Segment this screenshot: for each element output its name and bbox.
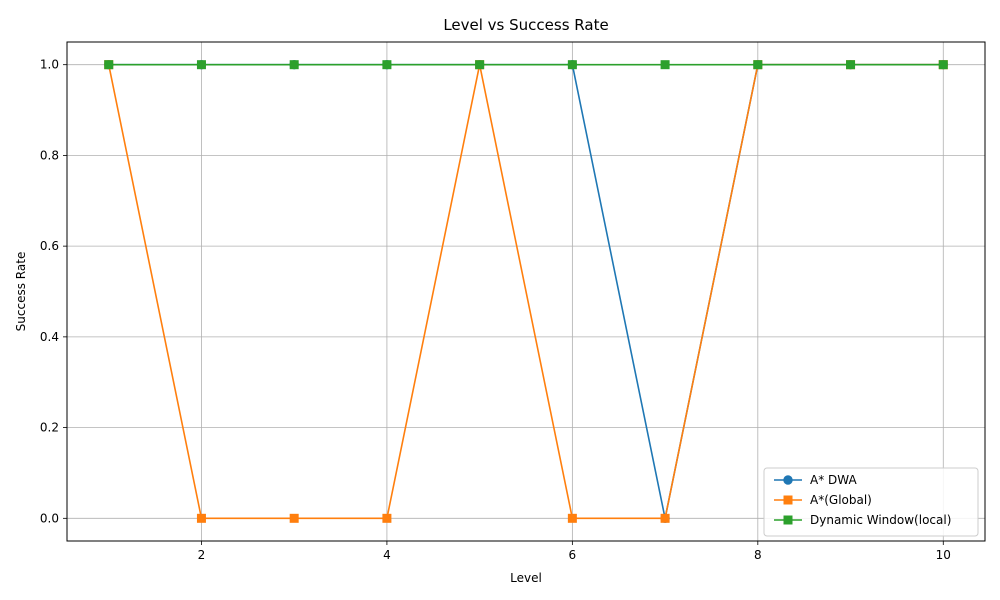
y-axis-ticks: 0.0 0.2 0.4 0.6 0.8 1.0 [40,58,67,525]
x-axis-title: Level [510,571,542,585]
plot-area-frame [66,41,986,542]
legend-label: A*(Global) [810,493,872,507]
y-tick-label: 0.8 [40,148,59,162]
data-point [289,513,299,523]
legend-marker [783,515,793,525]
data-point [660,60,670,70]
data-point [196,60,206,70]
legend-box [763,467,979,537]
legend-marker [783,495,793,505]
y-tick-label: 0.0 [40,511,59,525]
data-point [475,60,485,70]
x-tick-label: 4 [383,548,391,562]
data-point [846,60,856,70]
legend-label: A* DWA [810,473,857,487]
legend-marker [783,475,793,485]
legend-entry: A*(Global) [774,493,872,507]
series-layer [104,59,948,524]
y-tick-label: 0.6 [40,239,59,253]
x-tick-label: 6 [569,548,577,562]
data-point [567,513,577,523]
data-point [104,60,114,70]
data-point [938,60,948,70]
legend: A* DWA A*(Global) Dynamic Window(local) [763,467,979,537]
data-point [753,60,763,70]
data-point [382,60,392,70]
data-point [289,60,299,70]
y-tick-label: 0.2 [40,421,59,435]
y-tick-label: 0.4 [40,330,59,344]
series-3 [104,60,948,70]
y-tick-label: 1.0 [40,58,59,72]
chart-title: Level vs Success Rate [443,16,608,34]
legend-entry: Dynamic Window(local) [774,513,951,527]
data-point [567,60,577,70]
data-point [196,513,206,523]
y-axis-title: Success Rate [14,252,28,332]
legend-label: Dynamic Window(local) [810,513,951,527]
legend-entry: A* DWA [774,473,857,487]
data-point [660,513,670,523]
x-tick-label: 8 [754,548,762,562]
x-axis-ticks: 2 4 6 8 10 [198,541,951,562]
data-point [382,513,392,523]
x-tick-label: 10 [936,548,951,562]
x-tick-label: 2 [198,548,206,562]
